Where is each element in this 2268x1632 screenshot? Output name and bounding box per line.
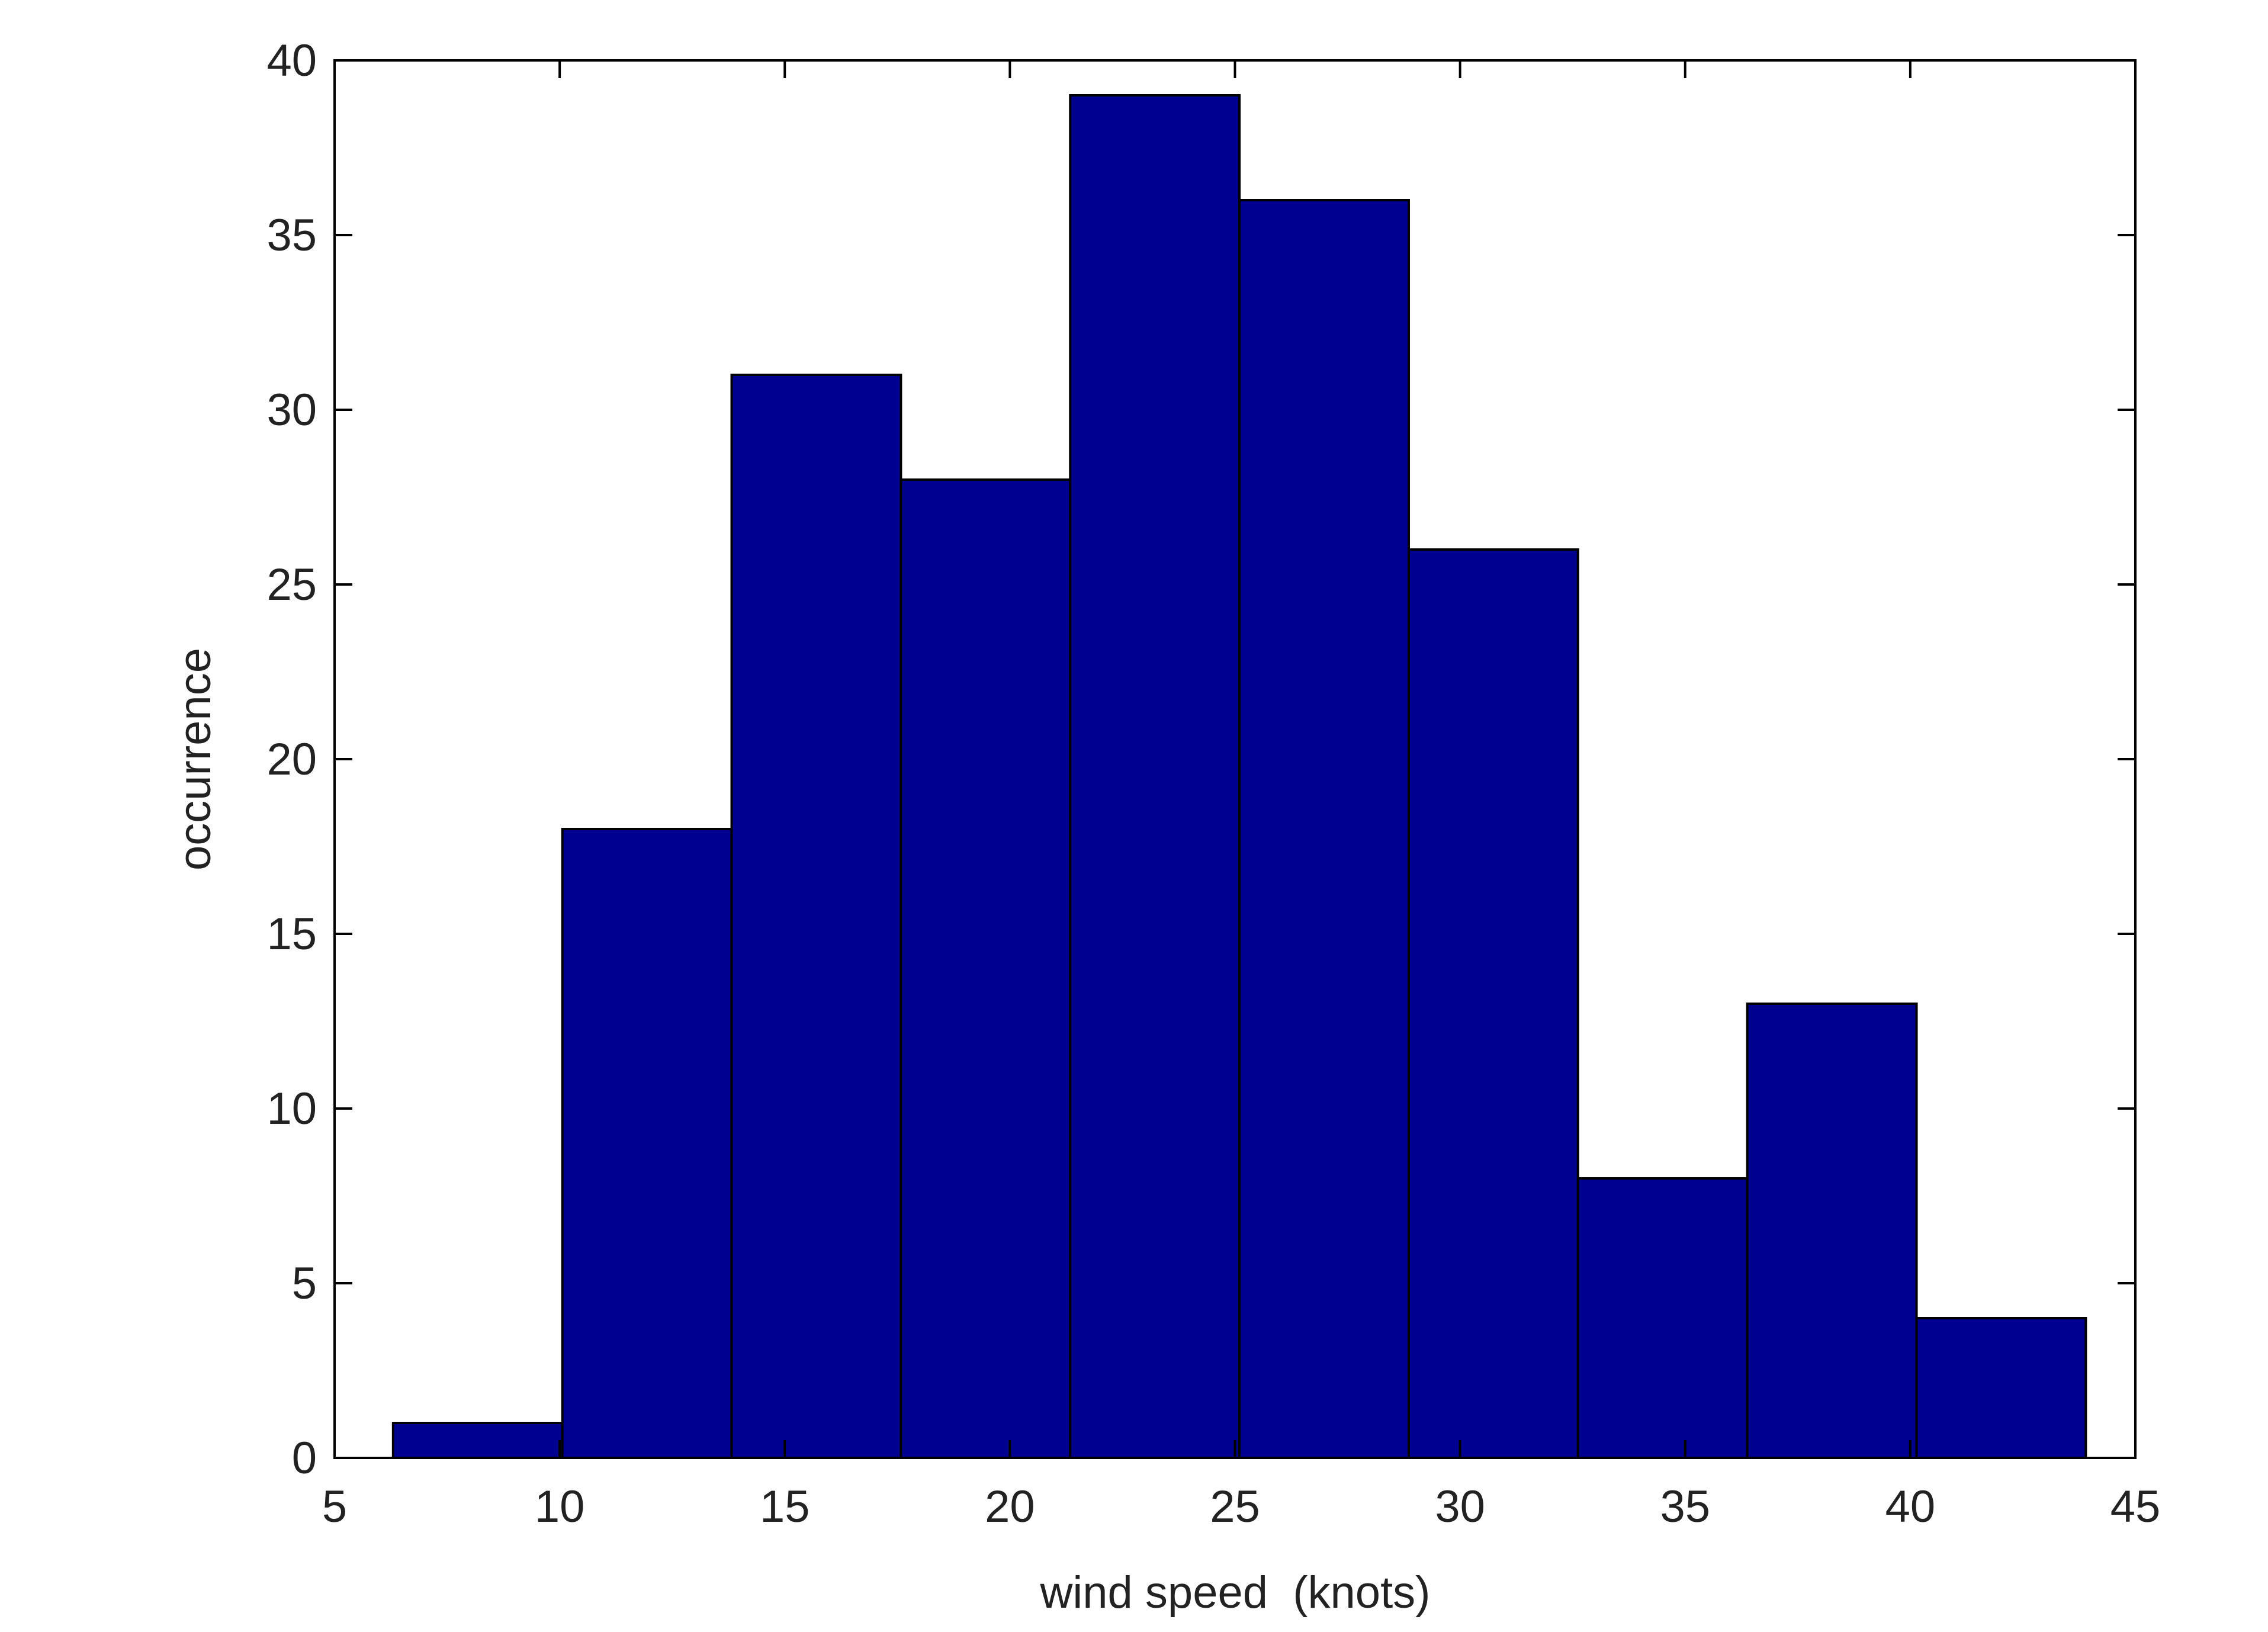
x-tick-label: 20	[985, 1482, 1035, 1532]
y-tick-label: 15	[266, 909, 317, 959]
y-tick-label: 25	[266, 560, 317, 610]
bar	[1915, 1317, 2087, 1459]
x-axis-label: wind speed (knots)	[1040, 1567, 1431, 1618]
y-tick-label: 10	[266, 1084, 317, 1134]
bar	[391, 1422, 564, 1459]
bar	[1746, 1003, 1918, 1459]
y-axis-label: occurrence	[170, 648, 220, 870]
y-tick-label: 35	[266, 210, 317, 261]
x-tick-label: 10	[535, 1482, 585, 1532]
y-tick-label: 5	[292, 1258, 317, 1309]
x-tick-label: 45	[2110, 1482, 2161, 1532]
bar	[1576, 1177, 1749, 1459]
y-tick-label: 0	[292, 1433, 317, 1483]
bar	[900, 478, 1072, 1459]
bar	[1238, 199, 1410, 1459]
bar	[730, 374, 902, 1459]
bar	[561, 828, 733, 1459]
x-tick-label: 5	[322, 1482, 347, 1532]
bar	[1069, 94, 1241, 1459]
y-tick-label: 20	[266, 734, 317, 785]
x-tick-label: 40	[1885, 1482, 1936, 1532]
x-tick-label: 15	[760, 1482, 810, 1532]
x-tick-label: 30	[1435, 1482, 1485, 1532]
y-tick-label: 30	[266, 385, 317, 435]
bar	[1407, 548, 1579, 1459]
x-tick-label: 25	[1210, 1482, 1260, 1532]
y-tick-label: 40	[266, 36, 317, 86]
x-tick-label: 35	[1660, 1482, 1710, 1532]
